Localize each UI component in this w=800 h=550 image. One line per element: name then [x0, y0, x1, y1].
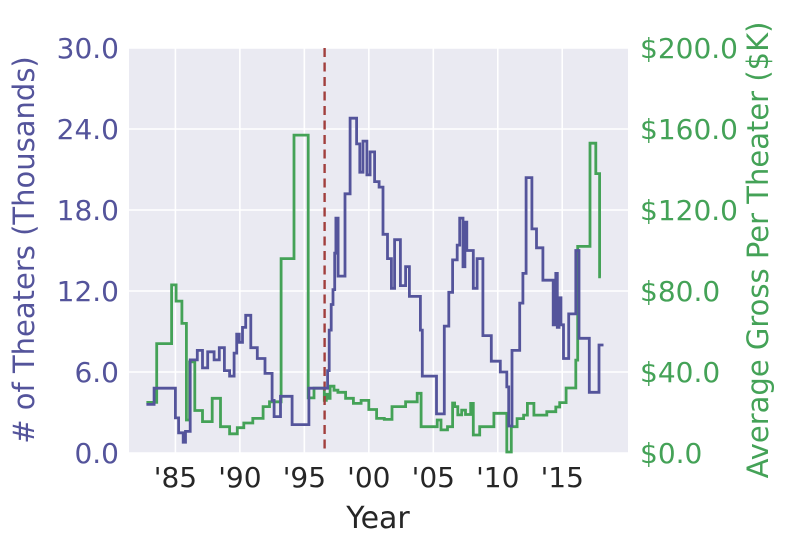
left-tick-label: 30.0: [57, 32, 119, 65]
x-tick-label: '95: [283, 461, 326, 494]
right-tick-label: $40.0: [640, 356, 720, 389]
right-tick-label: $120.0: [640, 194, 738, 227]
x-axis-tick-labels: '85 '90 '95 '00 '05 '10 '15: [154, 461, 584, 494]
right-tick-label: $200.0: [640, 32, 738, 65]
left-tick-label: 12.0: [57, 275, 119, 308]
left-tick-label: 24.0: [57, 113, 119, 146]
right-axis-tick-labels: $0.0 $40.0 $80.0 $120.0 $160.0 $200.0: [640, 32, 738, 470]
x-tick-label: '00: [347, 461, 390, 494]
x-axis-title: Year: [345, 501, 410, 536]
x-tick-label: '15: [541, 461, 584, 494]
x-tick-label: '90: [218, 461, 261, 494]
left-tick-label: 0.0: [74, 437, 119, 470]
gridlines: [129, 47, 628, 454]
avg-gross-series-line: [146, 133, 601, 454]
left-tick-label: 18.0: [57, 194, 119, 227]
right-tick-label: $160.0: [640, 113, 738, 146]
right-tick-label: $0.0: [640, 437, 702, 470]
right-axis-title: Average Gross Per Theater ($K): [741, 22, 775, 479]
left-axis-title: # of Theaters (Thousands): [7, 56, 41, 443]
x-tick-label: '05: [412, 461, 455, 494]
right-tick-label: $80.0: [640, 275, 720, 308]
theaters-series-line: [146, 116, 604, 444]
left-tick-label: 6.0: [74, 356, 119, 389]
left-axis-tick-labels: 0.0 6.0 12.0 18.0 24.0 30.0: [57, 32, 119, 470]
x-tick-label: '85: [154, 461, 197, 494]
x-tick-label: '10: [476, 461, 519, 494]
plot-area: [129, 48, 628, 453]
